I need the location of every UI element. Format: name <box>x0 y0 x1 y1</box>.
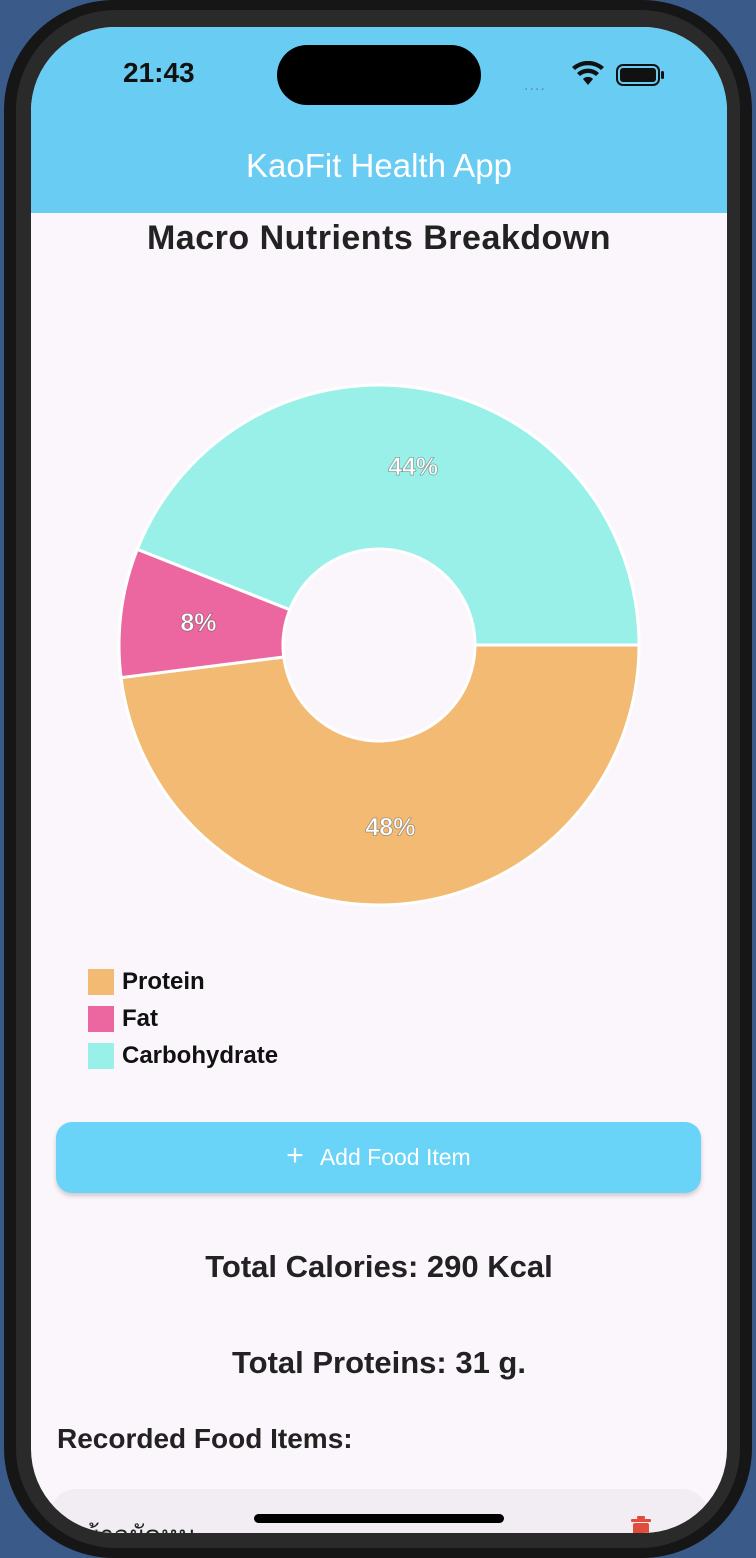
food-item-name: ข้าวผัดหม <box>82 1515 195 1533</box>
dynamic-island <box>277 45 481 105</box>
legend-label: Carbohydrate <box>122 1041 279 1069</box>
app-screen: 21:43 .... KaoFit Health App Macro Nutri… <box>31 27 727 1533</box>
slice-protein <box>119 643 641 907</box>
add-food-item-button[interactable]: + Add Food Item <box>56 1122 701 1193</box>
status-time: 21:43 <box>123 57 195 88</box>
wifi-icon <box>572 61 604 85</box>
legend-label: Fat <box>122 1004 158 1032</box>
legend-label: Protein <box>122 967 205 995</box>
legend-item-carbohydrate: Carbohydrate <box>88 1037 278 1074</box>
delete-icon[interactable] <box>626 1515 656 1533</box>
food-list-item[interactable]: ข้าวผัดหม <box>50 1489 708 1533</box>
signal-icon: .... <box>524 77 546 94</box>
slice-label-fat: 8% <box>180 609 216 637</box>
legend-item-protein: Protein <box>88 963 278 1000</box>
chart-legend: Protein Fat Carbohydrate <box>88 963 278 1074</box>
app-bar: 21:43 .... KaoFit Health App <box>31 27 727 213</box>
legend-swatch <box>88 1042 114 1069</box>
slice-label-protein: 48% <box>365 814 415 842</box>
legend-swatch <box>88 1005 114 1032</box>
slice-label-carbohydrate: 44% <box>388 453 438 481</box>
legend-item-fat: Fat <box>88 1000 278 1037</box>
total-calories: Total Calories: 290 Kcal <box>205 1249 553 1284</box>
food-list-heading: Recorded Food Items: <box>57 1423 353 1454</box>
add-food-item-label: Add Food Item <box>319 1144 471 1170</box>
slice-carbohydrate <box>135 383 641 647</box>
macro-donut-chart: 48% 8% 44% <box>117 383 641 907</box>
total-proteins: Total Proteins: 31 g. <box>232 1345 526 1380</box>
legend-swatch <box>88 968 114 995</box>
battery-icon <box>616 64 664 86</box>
app-title: KaoFit Health App <box>246 147 512 184</box>
chart-title: Macro Nutrients Breakdown <box>146 219 612 257</box>
plus-icon: + <box>286 1139 304 1172</box>
home-indicator[interactable] <box>254 1514 504 1523</box>
